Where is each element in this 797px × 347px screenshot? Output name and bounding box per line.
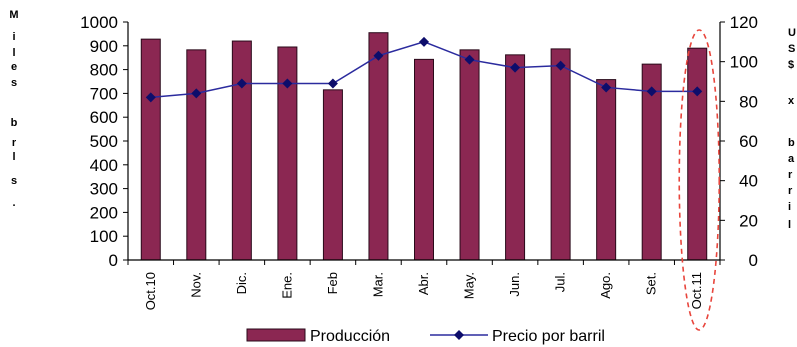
left-axis-title-letter: e [11, 61, 17, 73]
right-tick-label: 0 [749, 251, 758, 270]
x-tick-label: Feb [325, 272, 340, 294]
x-axis: Oct.10 Nov. Dic. Ene. Feb Mar. Abr. May. Jun. Jul… [127, 259, 721, 310]
left-tick-label: 300 [90, 180, 118, 199]
x-tick-label: Jun. [507, 272, 522, 297]
left-y-axis: 0 100 200 300 400 500 600 700 800 900 1000 [80, 13, 129, 270]
left-axis-title-letter: l [12, 151, 15, 163]
price-point [555, 60, 566, 71]
legend-bar-swatch [246, 328, 306, 342]
left-tick-label: 700 [90, 84, 118, 103]
production-bar [550, 48, 571, 261]
x-tick-label: Mar. [370, 272, 385, 297]
production-bar [505, 54, 526, 261]
right-axis-title-letter: a [788, 153, 795, 165]
right-tick-label: 20 [739, 211, 758, 230]
right-tick-label: 120 [730, 13, 758, 32]
left-axis-title-letter: . [12, 197, 15, 209]
line-series [145, 36, 703, 103]
left-tick-label: 800 [90, 61, 118, 80]
left-tick-label: 500 [90, 132, 118, 151]
right-y-axis: 0 20 40 60 80 100 120 [719, 13, 758, 270]
price-point [191, 88, 202, 99]
left-axis-title-letter: i [12, 31, 15, 43]
production-bar [140, 38, 161, 261]
x-tick-label: Abr. [416, 272, 431, 295]
left-axis-title-letter: M [9, 9, 18, 21]
price-point [646, 86, 657, 97]
price-point [419, 36, 429, 47]
production-bar [459, 49, 480, 261]
production-bar [596, 79, 617, 261]
x-tick-label: May. [462, 272, 477, 299]
x-tick-label: Dic. [234, 272, 249, 294]
price-point [145, 92, 156, 103]
right-tick-label: 60 [739, 132, 758, 151]
highlight-oval [678, 29, 721, 331]
right-tick-label: 100 [730, 53, 758, 72]
price-point [692, 86, 703, 97]
right-axis-title-letter: i [788, 201, 791, 213]
right-axis-title-letter: b [788, 137, 795, 149]
left-tick-label: 100 [90, 227, 118, 246]
legend-label-production: Producción [310, 328, 390, 345]
price-point [464, 54, 475, 65]
production-bar [368, 32, 389, 261]
left-tick-label: 400 [90, 156, 118, 175]
right-axis-title-letter: r [788, 169, 793, 181]
x-tick-label: Oct.10 [143, 272, 158, 310]
price-point [373, 50, 384, 61]
price-point [327, 78, 338, 89]
production-bar [687, 47, 708, 261]
price-point [510, 62, 521, 73]
legend-line-marker [454, 330, 464, 340]
left-axis-title-letter: s [11, 175, 17, 187]
left-tick-label: 1000 [80, 13, 118, 32]
production-bar [231, 40, 252, 261]
right-axis-title-letter: x [788, 95, 795, 107]
production-bar [414, 58, 434, 261]
left-tick-label: 900 [90, 37, 118, 56]
left-axis-title-letter: s [11, 77, 17, 89]
right-axis-title-letter: $ [788, 59, 794, 71]
left-axis-title-letter: b [11, 117, 18, 129]
x-tick-label: Set. [644, 272, 659, 295]
price-point [282, 78, 293, 89]
right-axis-title-letter: S [788, 43, 795, 55]
x-tick-label: Jul. [553, 272, 568, 292]
bar-series [140, 32, 708, 261]
price-point [236, 78, 247, 89]
left-tick-label: 0 [109, 251, 118, 270]
right-axis-title-letter: r [788, 185, 793, 197]
highlight-ellipse [678, 29, 721, 331]
right-tick-label: 40 [739, 172, 758, 191]
x-tick-label: Ene. [279, 272, 294, 299]
left-tick-label: 200 [90, 203, 118, 222]
x-tick-label: Nov. [188, 272, 203, 298]
right-axis-title-letter: l [788, 219, 791, 231]
price-point [601, 82, 612, 93]
production-bar [322, 89, 343, 261]
x-tick-label: Oct.11 [689, 272, 704, 309]
x-tick-label: Ago. [598, 272, 613, 299]
right-axis-title-letter: U [788, 27, 796, 39]
left-tick-label: 600 [90, 108, 118, 127]
right-tick-label: 80 [739, 92, 758, 111]
left-axis-title-letter: l [12, 47, 15, 59]
legend: Producción Precio por barril [246, 328, 605, 345]
legend-label-price: Precio por barril [492, 328, 605, 345]
left-axis-title-letter: r [12, 137, 17, 149]
production-bar [186, 49, 207, 261]
